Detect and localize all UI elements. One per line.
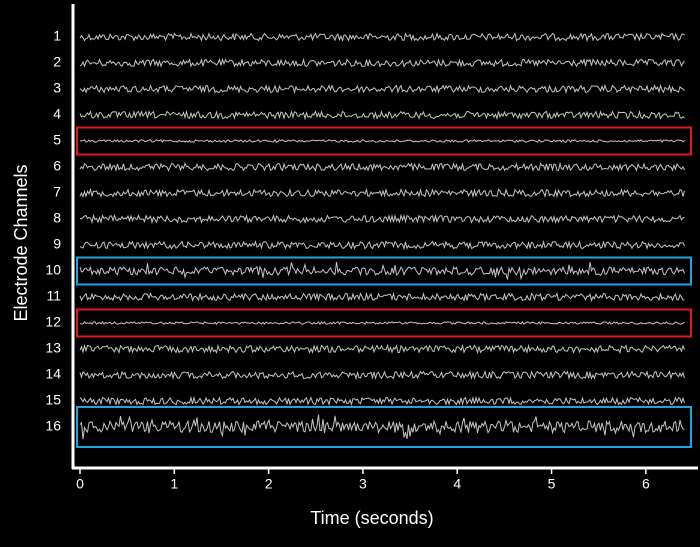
trace bbox=[79, 161, 685, 173]
highlight-box bbox=[76, 406, 692, 448]
channel-label: 8 bbox=[53, 210, 61, 226]
channel-label: 2 bbox=[53, 54, 61, 70]
trace bbox=[79, 343, 685, 355]
trace bbox=[79, 369, 685, 381]
trace bbox=[79, 83, 685, 95]
trace bbox=[79, 57, 685, 68]
highlight-box bbox=[76, 126, 692, 156]
trace bbox=[79, 187, 685, 199]
trace bbox=[79, 291, 685, 303]
channel-label: 13 bbox=[45, 340, 61, 356]
trace bbox=[79, 395, 685, 407]
trace bbox=[79, 109, 685, 121]
channel-label: 11 bbox=[46, 288, 61, 304]
channel-label: 12 bbox=[45, 314, 61, 330]
x-tick-label: 1 bbox=[170, 476, 178, 492]
y-axis-title: Electrode Channels bbox=[11, 164, 31, 321]
trace bbox=[79, 414, 685, 440]
channel-label: 14 bbox=[45, 366, 61, 382]
x-tick-label: 0 bbox=[76, 476, 84, 492]
x-axis-title: Time (seconds) bbox=[310, 508, 433, 528]
x-tick-label: 3 bbox=[359, 476, 367, 492]
channel-label: 16 bbox=[45, 418, 61, 434]
trace bbox=[79, 139, 685, 143]
channel-label: 10 bbox=[45, 262, 61, 278]
x-tick-label: 6 bbox=[642, 476, 650, 492]
channel-label: 6 bbox=[53, 158, 61, 174]
x-tick-label: 5 bbox=[548, 476, 556, 492]
channel-label: 3 bbox=[53, 80, 61, 96]
x-tick-label: 4 bbox=[453, 476, 461, 492]
trace bbox=[79, 32, 685, 43]
channel-label: 4 bbox=[53, 106, 61, 122]
channel-label: 7 bbox=[53, 184, 61, 200]
channel-label: 15 bbox=[45, 392, 61, 408]
trace bbox=[79, 320, 685, 326]
trace bbox=[79, 239, 685, 251]
highlight-box bbox=[76, 308, 692, 338]
trace bbox=[79, 262, 685, 281]
channel-label: 1 bbox=[53, 28, 61, 44]
channel-label: 5 bbox=[53, 132, 61, 148]
highlight-box bbox=[76, 256, 692, 286]
x-tick-label: 2 bbox=[265, 476, 273, 492]
trace bbox=[79, 213, 685, 225]
channel-label: 9 bbox=[53, 236, 61, 252]
